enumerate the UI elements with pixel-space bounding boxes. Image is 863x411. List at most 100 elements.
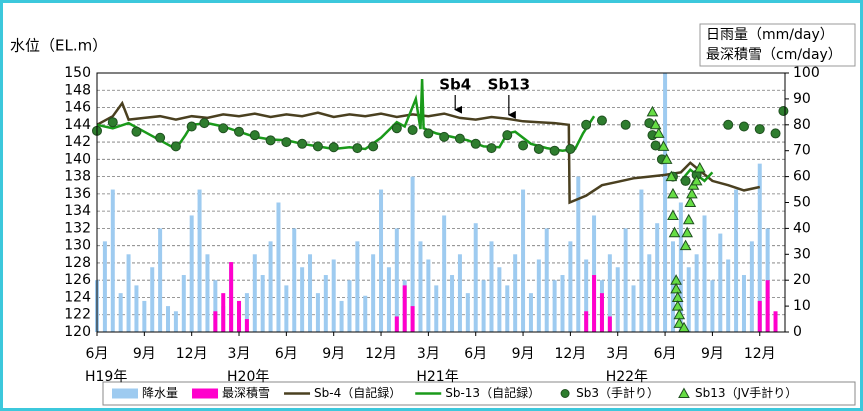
x-tick-label: 6月 [86,346,109,362]
bar [426,259,431,332]
bar [355,241,360,332]
circle-marker [328,142,339,153]
circle-marker [107,117,118,128]
bar [229,262,234,332]
bar [584,311,589,332]
circle-marker [650,140,661,151]
x-tick-label: 9月 [322,346,345,362]
y-tick-label: 126 [64,272,91,288]
bar [221,293,226,332]
y2-tick-label: 80 [793,117,811,133]
y-tick-label: 128 [64,255,91,271]
bar [513,254,518,332]
legend-label: Sb-13（自記録） [445,385,540,400]
y2-tick-label: 20 [793,272,811,288]
bar [205,254,210,332]
bar [568,241,573,332]
bar [552,280,557,332]
circle-marker [454,133,465,144]
bar [102,241,107,332]
circle-marker [470,138,481,149]
bar [710,280,715,332]
y-tick-label: 142 [64,134,91,150]
bar [252,254,257,332]
bar [173,311,178,332]
bar [118,293,123,332]
y-tick-label: 122 [64,307,91,323]
bar [418,241,423,332]
legend-label: Sb-4（自記録） [314,385,401,400]
bar [150,267,155,332]
y-tick-label: 130 [64,238,91,254]
bar [213,311,218,332]
bar [300,267,305,332]
x-tick-label: 9月 [701,346,724,362]
y2-tick-label: 60 [793,169,811,185]
x-tick-label: 9月 [512,346,535,362]
y-tick-label: 144 [64,117,91,133]
legend-label: 降水量 [142,386,178,400]
annotation: Sb13 [488,76,530,94]
bar [268,241,273,332]
y-tick-label: 134 [64,203,91,219]
bar [276,202,281,332]
circle-marker [778,105,789,116]
circle-marker [170,141,181,152]
bar [363,295,368,332]
bar [237,300,242,332]
circle-marker [265,135,276,146]
y2-tick-label: 90 [793,91,811,107]
bar [726,259,731,332]
bar [260,275,265,332]
triangle-marker [652,127,665,138]
circle-marker [502,130,513,141]
year-label: H21年 [416,369,458,385]
bar [481,280,486,332]
y2-tick-label: 30 [793,246,811,262]
circle-marker [155,132,166,143]
bar [694,254,699,332]
bar [331,259,336,332]
bar [678,202,683,332]
bar [379,189,384,332]
bar [734,189,739,332]
circle-marker [281,137,292,148]
bar [718,233,723,332]
x-tick-label: 12月 [554,346,586,362]
y-tick-label: 136 [64,186,91,202]
circle-marker [352,143,363,154]
triangle-marker [679,239,692,251]
bar [434,285,439,332]
triangle-marker [686,187,698,199]
bar [505,285,510,332]
bar [371,254,376,332]
x-tick-label: 12月 [365,346,397,362]
bar [757,300,762,332]
triangle-marker [681,226,694,238]
bar [394,228,399,332]
bar [599,293,604,332]
circle-marker [533,143,544,154]
legend-label: Sb13（JV手計り） [695,385,797,400]
legend-swatch [678,387,690,398]
year-label: H22年 [606,369,648,385]
bar [244,319,249,332]
bar [607,316,612,332]
bar [631,285,636,332]
bar [450,275,455,332]
legend-swatch [192,388,219,399]
bar [158,228,163,332]
bar [386,267,391,332]
bar [308,254,313,332]
bar [765,280,770,332]
circle-marker [391,123,402,134]
y2-tick-label: 40 [793,220,811,236]
bar [615,267,620,332]
bar [544,228,549,332]
triangle-marker [693,161,706,173]
bar [497,267,502,332]
circle-marker [596,115,607,126]
bar [655,223,660,332]
triangle-marker [649,118,662,130]
